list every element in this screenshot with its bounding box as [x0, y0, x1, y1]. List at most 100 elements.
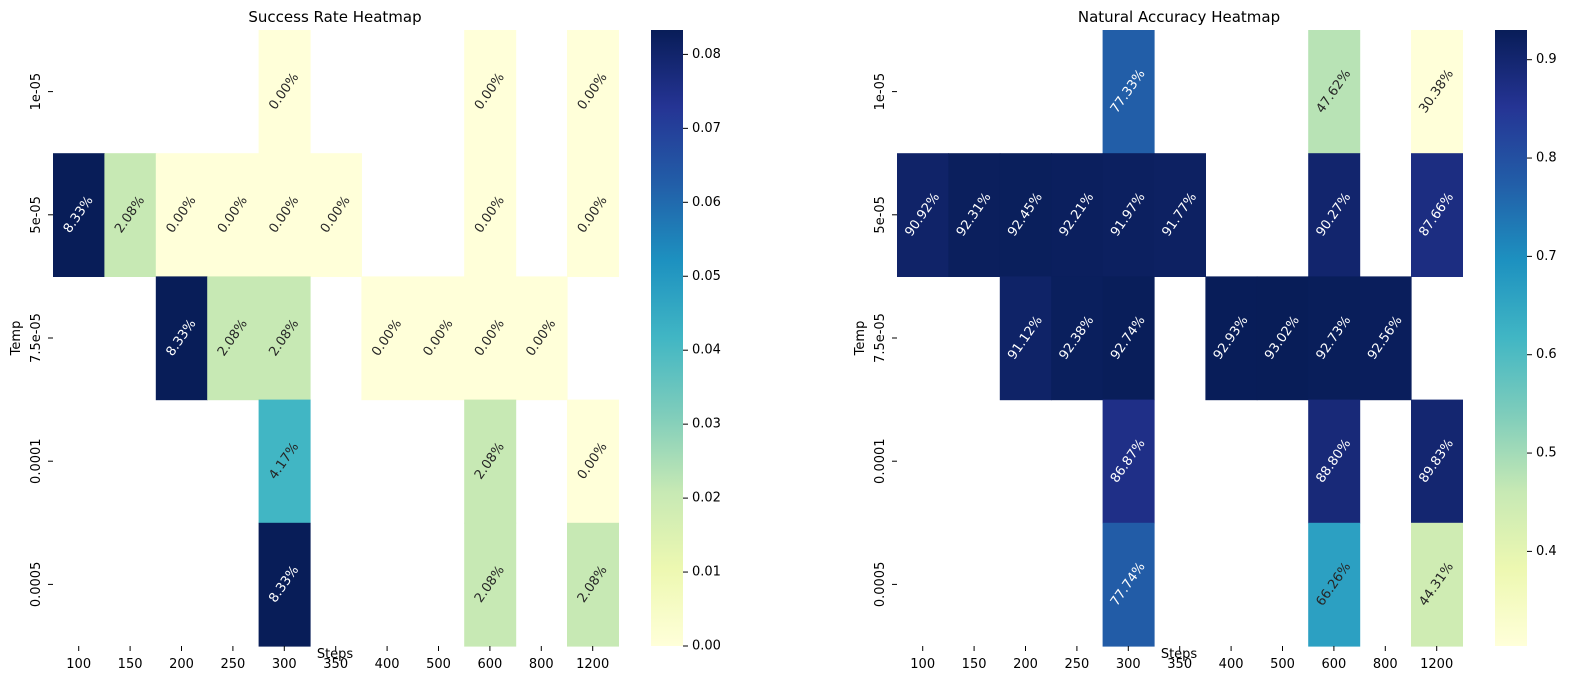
heatmap-cell [567, 522, 619, 647]
heatmap-cells: 0.00% 0.00% 0.00%8.33% 2.08% 0.00% 0.00% 0.00%… [53, 30, 619, 647]
heatmap-cell [155, 153, 208, 277]
heatmap-cell [104, 153, 157, 277]
colorbar-tick-label: 0.6 [1536, 347, 1557, 362]
heatmap-cell [207, 153, 260, 277]
y-axis-ticks: 1e-05 5e-05 7.5e-05 0.0001 0.0005 [29, 73, 53, 607]
heatmap-cell [1308, 276, 1361, 401]
heatmap-cell [310, 153, 362, 277]
colorbar-tick-label: 0.4 [1536, 544, 1557, 559]
y-tick-label: 5e-05 [873, 196, 888, 234]
heatmap-cell [207, 276, 260, 401]
heatmap-cell [1308, 30, 1361, 154]
heatmap-cell [567, 30, 619, 154]
x-tick-label: 100 [910, 657, 935, 672]
y-axis-ticks: 1e-05 5e-05 7.5e-05 0.0001 0.0005 [873, 73, 897, 607]
colorbar-tick-label: 0.00 [692, 639, 721, 654]
heatmap-cell [1411, 522, 1463, 647]
chart-title: Natural Accuracy Heatmap [1078, 8, 1280, 26]
x-tick-label: 250 [220, 657, 245, 672]
y-tick-label: 5e-05 [29, 196, 44, 234]
heatmap-cell [515, 276, 568, 401]
colorbar-tick-label: 0.02 [692, 491, 721, 506]
colorbar-tick-label: 0.5 [1536, 446, 1557, 461]
colorbar-gradient [651, 30, 683, 646]
x-tick-label: 150 [962, 657, 987, 672]
colorbar-tick-label: 0.03 [692, 417, 721, 432]
heatmap-cell [1102, 276, 1155, 401]
colorbar-tick-label: 0.06 [692, 195, 721, 210]
heatmap-cell [258, 522, 311, 647]
x-tick-label: 200 [1013, 657, 1038, 672]
x-tick-label: 400 [375, 657, 400, 672]
heatmap-cell [567, 153, 619, 277]
x-tick-label: 200 [169, 657, 194, 672]
heatmap-cell [1411, 153, 1463, 277]
heatmap-cell [258, 276, 311, 401]
colorbar-tick-label: 0.05 [692, 269, 721, 284]
y-tick-label: 1e-05 [873, 73, 888, 111]
heatmap-cell [1308, 153, 1361, 277]
success-rate-heatmap: Success Rate Heatmap 0.00% 0.00% 0.00%8.33… [9, 8, 721, 672]
y-tick-label: 7.5e-05 [873, 313, 888, 363]
y-tick-label: 0.0001 [873, 438, 888, 484]
x-axis-label: Steps [1161, 647, 1198, 662]
heatmap-cell [361, 276, 414, 401]
heatmap-cell [1308, 522, 1361, 647]
x-tick-label: 800 [529, 657, 554, 672]
colorbar-tick-label: 0.07 [692, 121, 721, 136]
x-tick-label: 350 [323, 657, 348, 672]
colorbar-tick-label: 0.7 [1536, 249, 1557, 264]
heatmap-cell [999, 153, 1052, 277]
colorbar: 0.00 0.01 0.02 0.03 0.04 0.05 0.06 0.07 0.08 [651, 30, 721, 654]
heatmap-cell [1154, 153, 1206, 277]
x-tick-label: 600 [477, 657, 502, 672]
x-tick-label: 350 [1167, 657, 1192, 672]
heatmap-cell [567, 399, 619, 524]
heatmap-cell [999, 276, 1052, 401]
colorbar-tick-label: 0.01 [692, 565, 721, 580]
heatmap-cell [1102, 522, 1155, 647]
heatmap-cell [1359, 276, 1412, 401]
heatmap-cell [464, 276, 517, 401]
heatmap-cell [1102, 30, 1155, 154]
heatmap-cell [155, 276, 208, 401]
colorbar-ticks: 0.4 0.5 0.6 0.7 0.8 0.9 [1527, 52, 1557, 559]
x-tick-label: 150 [118, 657, 143, 672]
heatmap-cell [464, 522, 517, 647]
heatmap-cell [1411, 30, 1463, 154]
colorbar-gradient [1495, 30, 1527, 646]
y-tick-label: 0.0001 [29, 438, 44, 484]
heatmap-cell [897, 153, 949, 277]
heatmap-cell [1256, 276, 1309, 401]
x-tick-label: 600 [1321, 657, 1346, 672]
colorbar-tick-label: 0.08 [692, 47, 721, 62]
heatmap-cell [948, 153, 1001, 277]
heatmap-cell [1102, 153, 1155, 277]
heatmap-cell [1051, 153, 1104, 277]
heatmap-cell [412, 276, 465, 401]
chart-title: Success Rate Heatmap [248, 8, 421, 26]
heatmap-cell [258, 30, 311, 154]
y-tick-label: 0.0005 [873, 562, 888, 608]
heatmap-cell [53, 153, 105, 277]
colorbar: 0.4 0.5 0.6 0.7 0.8 0.9 [1495, 30, 1557, 646]
heatmap-cell [1051, 276, 1104, 401]
heatmap-cell [258, 399, 311, 524]
colorbar-tick-label: 0.04 [692, 343, 721, 358]
heatmap-cell [1411, 399, 1463, 524]
heatmap-cell [1205, 276, 1258, 401]
x-tick-label: 500 [426, 657, 451, 672]
y-tick-label: 0.0005 [29, 562, 44, 608]
heatmap-cell [464, 153, 517, 277]
x-tick-label: 100 [66, 657, 91, 672]
heatmap-cell [464, 399, 517, 524]
y-axis-label: Temp [853, 321, 868, 357]
y-axis-label: Temp [9, 321, 24, 357]
x-axis-ticks: 100 150 200 250 300 350 400 500 600 800 1200 [910, 646, 1453, 672]
colorbar-ticks: 0.00 0.01 0.02 0.03 0.04 0.05 0.06 0.07 0.08 [683, 47, 721, 654]
colorbar-tick-label: 0.8 [1536, 151, 1557, 166]
x-tick-label: 800 [1373, 657, 1398, 672]
x-axis-label: Steps [317, 647, 354, 662]
x-tick-label: 400 [1219, 657, 1244, 672]
